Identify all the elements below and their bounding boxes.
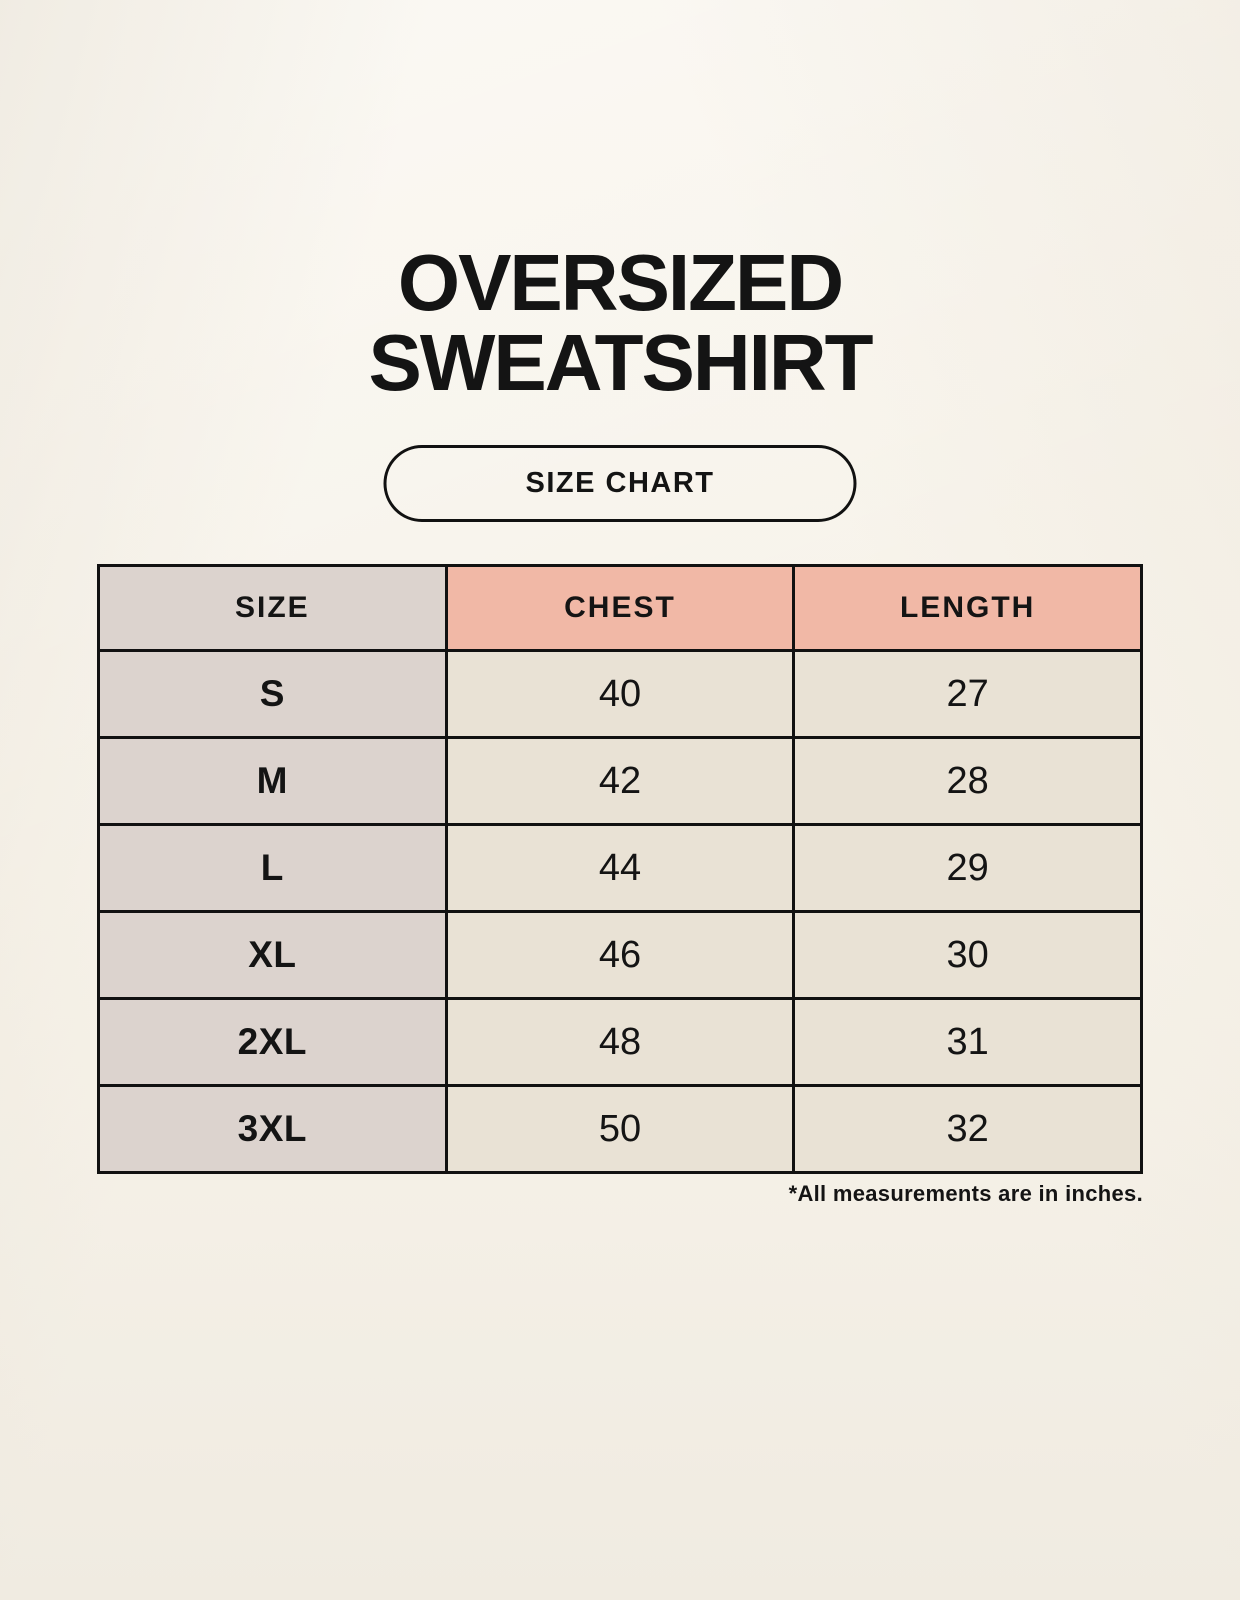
- size-cell: XL: [97, 910, 448, 1000]
- page-title-line2: SWEATSHIRT: [368, 318, 874, 407]
- column-header-chest: CHEST: [444, 564, 796, 652]
- size-cell: 2XL: [97, 997, 448, 1087]
- size-cell: S: [97, 649, 448, 739]
- chest-cell: 40: [444, 649, 796, 739]
- table-row: XL 46 30: [97, 910, 1143, 1000]
- measurements-footnote: *All measurements are in inches.: [788, 1181, 1143, 1206]
- column-header-size: SIZE: [97, 564, 448, 652]
- length-cell: 31: [792, 997, 1143, 1087]
- table-row: M 42 28: [97, 736, 1143, 826]
- table-row: L 44 29: [97, 823, 1143, 913]
- chest-cell: 50: [444, 1084, 796, 1174]
- size-cell: 3XL: [97, 1084, 448, 1174]
- size-chart-badge-label: SIZE CHART: [525, 467, 715, 499]
- page-title-line1: OVERSIZED: [397, 238, 844, 327]
- length-cell: 32: [792, 1084, 1143, 1174]
- chest-cell: 48: [444, 997, 796, 1087]
- chest-cell: 46: [444, 910, 796, 1000]
- column-header-length: LENGTH: [792, 564, 1143, 652]
- chest-cell: 44: [444, 823, 796, 913]
- size-cell: M: [97, 736, 448, 826]
- length-cell: 30: [792, 910, 1143, 1000]
- chest-cell: 42: [444, 736, 796, 826]
- length-cell: 27: [792, 649, 1143, 739]
- header-row: SIZE CHEST LENGTH: [97, 564, 1143, 652]
- table-row: S 40 27: [97, 649, 1143, 739]
- page-title: OVERSIZED SWEATSHIRT: [0, 243, 1240, 403]
- size-chart-table: SIZE CHEST LENGTH S 40 27 M 42 28 L 44 2…: [97, 564, 1143, 1174]
- size-cell: L: [97, 823, 448, 913]
- size-chart-badge: SIZE CHART: [383, 445, 857, 522]
- length-cell: 29: [792, 823, 1143, 913]
- table-row: 2XL 48 31: [97, 997, 1143, 1087]
- table-row: 3XL 50 32: [97, 1084, 1143, 1174]
- length-cell: 28: [792, 736, 1143, 826]
